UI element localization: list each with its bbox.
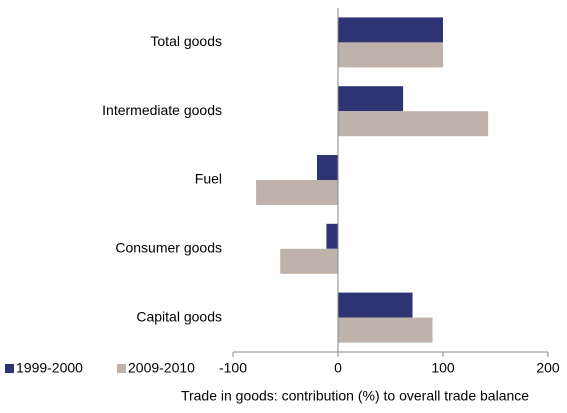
x-tick-label: -100: [219, 360, 247, 376]
legend-swatch: [117, 364, 126, 373]
bar: [326, 223, 338, 249]
bar: [317, 155, 338, 180]
y-tick-label: Capital goods: [136, 308, 222, 324]
bar: [338, 17, 443, 43]
bar: [338, 111, 489, 137]
bar: [338, 292, 413, 318]
x-tick-label: 200: [536, 360, 560, 376]
bar: [338, 317, 433, 343]
legend-label: 1999-2000: [16, 360, 83, 376]
x-axis-title: Trade in goods: contribution (%) to over…: [181, 388, 529, 404]
legend-label: 2009-2010: [128, 360, 195, 376]
legend-swatch: [5, 364, 14, 373]
bar: [280, 248, 338, 274]
x-tick-label: 0: [334, 360, 342, 376]
bar: [256, 180, 338, 205]
y-tick-label: Intermediate goods: [102, 102, 222, 118]
bar: [338, 86, 404, 112]
x-tick-label: 100: [431, 360, 455, 376]
y-tick-label: Consumer goods: [115, 240, 222, 256]
bar: [338, 42, 443, 68]
y-tick-label: Fuel: [195, 171, 222, 187]
y-tick-label: Total goods: [150, 33, 222, 49]
